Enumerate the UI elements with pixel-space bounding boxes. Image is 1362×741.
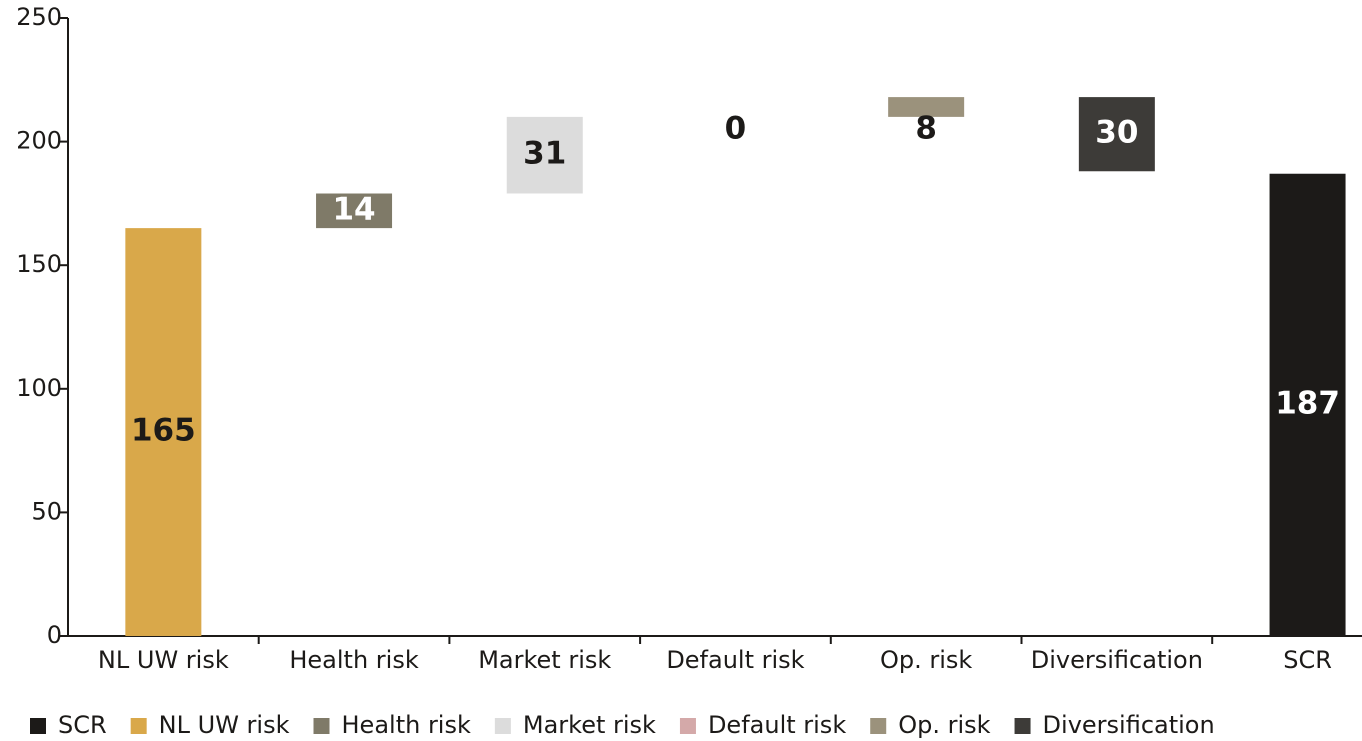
x-tick-label: NL UW risk: [98, 646, 229, 674]
x-tick-label: Default risk: [666, 646, 804, 674]
bar: [125, 228, 202, 636]
bar: [506, 116, 583, 194]
x-tick-label: SCR: [1283, 646, 1332, 674]
legend-swatch: [494, 718, 511, 734]
y-tick-label: 0: [47, 621, 62, 649]
value-label: 30: [1095, 115, 1138, 151]
value-label: 0: [725, 110, 747, 146]
y-tick-label: 150: [16, 250, 62, 278]
x-tick-label: Market risk: [478, 646, 611, 674]
legend-swatch: [870, 718, 887, 734]
y-tick-label: 100: [16, 374, 62, 402]
legend-label: Market risk: [523, 711, 656, 739]
legend-label: Default risk: [708, 711, 846, 739]
x-tick-label: Op. risk: [880, 646, 972, 674]
legend-label: NL UW risk: [159, 711, 290, 739]
legend-label: SCR: [58, 711, 107, 739]
legend-swatch: [1014, 718, 1031, 734]
value-label: 31: [523, 136, 566, 172]
y-tick-label: 50: [31, 497, 62, 525]
bar: [1078, 97, 1155, 172]
legend-label: Op. risk: [898, 711, 990, 739]
value-label: 187: [1275, 385, 1340, 421]
y-tick-label: 250: [16, 3, 62, 31]
bar: [1269, 173, 1346, 636]
legend-swatch: [679, 718, 696, 734]
x-tick-label: Diversification: [1031, 646, 1203, 674]
value-label: 8: [915, 110, 937, 146]
y-tick-label: 200: [16, 127, 62, 155]
legend-swatch: [130, 718, 147, 734]
value-label: 14: [332, 191, 375, 227]
legend-swatch: [313, 718, 330, 734]
x-tick-label: Health risk: [289, 646, 418, 674]
legend-label: Diversification: [1043, 711, 1215, 739]
legend-label: Health risk: [342, 711, 471, 739]
legend-swatch: [30, 718, 46, 734]
bar: [888, 97, 965, 117]
bar: [316, 193, 393, 229]
value-label: 165: [131, 413, 196, 449]
